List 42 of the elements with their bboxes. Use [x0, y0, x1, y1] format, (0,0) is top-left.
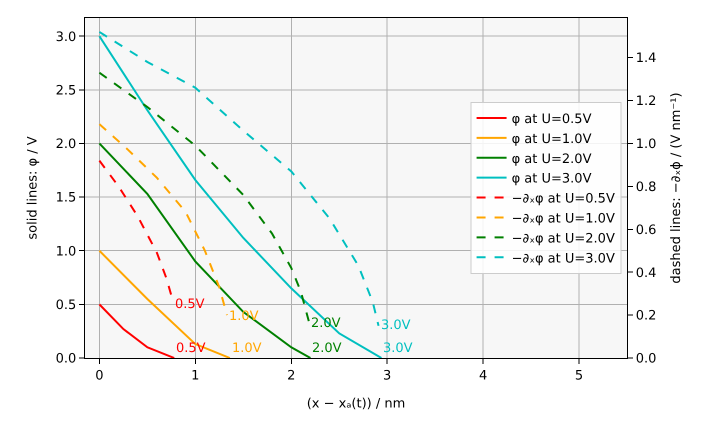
- y-axis-title: solid lines: φ / V: [26, 136, 41, 240]
- x-tick-label: 5: [574, 368, 584, 384]
- line-series: [98, 250, 231, 358]
- legend-label: φ at U=0.5V: [512, 112, 592, 128]
- line-series: [98, 142, 312, 358]
- y-tick-label: 1.5: [56, 190, 76, 206]
- x-tick-label: 4: [478, 368, 488, 384]
- x-tick-label: 2: [287, 368, 296, 384]
- y-tick-label: 3.0: [56, 30, 76, 45]
- annotation: 1.0V: [232, 341, 262, 356]
- line-series: [98, 303, 176, 358]
- annotation: 2.0V: [312, 341, 342, 356]
- y-tick-label: 2.0: [56, 137, 76, 152]
- y2-tick-label: 1.4: [636, 51, 656, 66]
- annotation: 3.0V: [383, 341, 413, 356]
- legend-label: φ at U=1.0V: [512, 132, 592, 147]
- y2-tick-label: 0.8: [636, 180, 656, 195]
- legend-label: φ at U=2.0V: [512, 152, 592, 167]
- y2-tick-label: 0.2: [636, 308, 656, 324]
- y2-axis-title: dashed lines: −∂ₓϕ / (V nm⁻¹): [668, 92, 684, 284]
- annotation: 0.5V: [176, 341, 206, 356]
- x-tick-label: 1: [191, 368, 200, 384]
- y2-tick-label: 1.0: [636, 137, 656, 152]
- x-tick-label: 3: [383, 368, 392, 384]
- y-tick-label: 2.5: [56, 83, 76, 98]
- legend-label: −∂ₓφ at U=2.0V: [512, 231, 615, 246]
- y-tick-label: 0.5: [56, 298, 76, 313]
- annotation: 0.5V: [175, 297, 205, 312]
- y-tick-label: 0.0: [56, 352, 76, 367]
- y2-tick-label: 1.2: [636, 94, 656, 110]
- legend-label: −∂ₓφ at U=0.5V: [512, 192, 615, 207]
- legend-label: −∂ₓφ at U=3.0V: [512, 251, 615, 266]
- x-tick-label: 0: [95, 368, 104, 384]
- y2-tick-label: 0.4: [636, 266, 656, 281]
- legend-label: φ at U=3.0V: [512, 172, 592, 187]
- annotation: 3.0V: [381, 318, 411, 333]
- y2-tick-label: 0.6: [636, 222, 656, 238]
- x-axis-title: (x − xₐ(t)) / nm: [306, 396, 406, 412]
- y-tick-label: 1.0: [56, 244, 76, 260]
- legend-label: −∂ₓφ at U=1.0V: [512, 212, 615, 227]
- line-series: [98, 123, 228, 316]
- y2-tick-label: 0.0: [636, 352, 656, 367]
